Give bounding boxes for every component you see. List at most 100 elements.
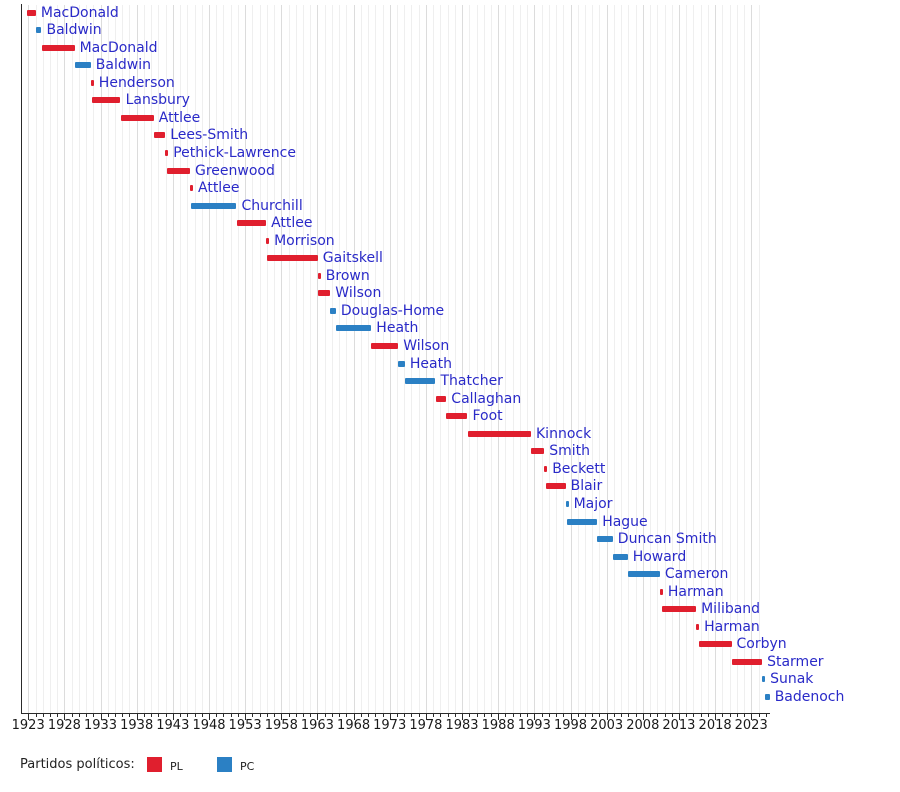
leader-label[interactable]: Harman xyxy=(704,618,760,635)
gridline xyxy=(650,5,651,713)
leader-label[interactable]: MacDonald xyxy=(79,39,158,56)
gridline xyxy=(678,5,680,713)
axis-minor-tick xyxy=(230,714,232,717)
timeline-bar xyxy=(190,185,193,191)
leader-label[interactable]: Callaghan xyxy=(451,390,522,407)
axis-minor-tick xyxy=(512,714,514,717)
gridline xyxy=(368,5,369,713)
leader-label[interactable]: Churchill xyxy=(241,197,303,214)
leader-label[interactable]: Henderson xyxy=(98,74,175,91)
leader-label[interactable]: Morrison xyxy=(274,232,335,249)
gridline xyxy=(28,5,30,713)
gridline xyxy=(729,5,731,713)
axis-minor-tick xyxy=(42,714,44,717)
leader-label[interactable]: Smith xyxy=(549,443,590,460)
leader-label[interactable]: Attlee xyxy=(271,215,313,232)
leader-label[interactable]: Duncan Smith xyxy=(617,531,717,547)
leader-label[interactable]: Harman xyxy=(667,583,724,600)
leader-label[interactable]: Sunak xyxy=(770,671,814,688)
axis-minor-tick xyxy=(375,714,377,717)
gridline xyxy=(613,5,615,713)
axis-minor-tick xyxy=(187,714,189,717)
axis-tick-label: 1998 xyxy=(553,718,588,733)
axis-minor-tick xyxy=(310,714,312,717)
gridline xyxy=(295,5,297,713)
leader-label[interactable]: Greenwood xyxy=(195,162,275,179)
gridline xyxy=(671,5,673,713)
gridline xyxy=(230,5,232,713)
axis-major-tick xyxy=(172,714,174,720)
gridline xyxy=(462,5,463,713)
timeline-bar xyxy=(398,360,405,367)
timeline-bar xyxy=(90,79,94,86)
axis-tick-label: 1958 xyxy=(264,718,298,733)
axis-minor-tick xyxy=(194,714,196,717)
gridline xyxy=(606,5,608,713)
timeline-bar xyxy=(317,272,321,279)
timeline-bar xyxy=(236,220,267,227)
gridline xyxy=(469,5,471,713)
leader-label[interactable]: Foot xyxy=(472,408,503,425)
axis-major-tick xyxy=(570,714,572,720)
axis-minor-tick xyxy=(556,714,557,717)
gridline xyxy=(498,5,500,713)
leader-label[interactable]: MacDonald xyxy=(40,4,119,21)
leader-label[interactable]: Douglas-Home xyxy=(340,302,445,319)
leader-label[interactable]: Attlee xyxy=(198,180,240,196)
leader-label[interactable]: Baldwin xyxy=(95,57,151,74)
leader-label[interactable]: Wilson xyxy=(335,285,382,302)
leader-label[interactable]: Badenoch xyxy=(774,689,845,705)
leader-label[interactable]: Cameron xyxy=(664,566,729,583)
timeline-bar xyxy=(698,641,732,648)
axis-minor-tick xyxy=(707,714,709,717)
gridline xyxy=(180,5,182,713)
axis-major-tick xyxy=(534,714,536,720)
leader-label[interactable]: Heath xyxy=(376,320,419,337)
axis-minor-tick xyxy=(165,714,167,717)
leader-label[interactable]: Lansbury xyxy=(125,92,190,109)
leader-label[interactable]: Baldwin xyxy=(46,22,102,39)
gridline xyxy=(100,5,102,713)
timeline-bar xyxy=(266,237,270,244)
leader-label[interactable]: Attlee xyxy=(158,109,201,126)
leader-label[interactable]: Major xyxy=(573,495,613,512)
axis-tick-label: 1948 xyxy=(192,718,226,733)
gridline xyxy=(209,5,210,713)
gridline xyxy=(35,5,37,713)
leader-label[interactable]: Brown xyxy=(325,267,370,284)
leader-label[interactable]: Heath xyxy=(409,355,452,372)
leader-label[interactable]: Corbyn xyxy=(736,636,787,653)
timeline-bar xyxy=(731,658,763,665)
leader-label[interactable]: Miliband xyxy=(701,601,761,618)
axis-minor-tick xyxy=(339,714,341,717)
axis-minor-tick xyxy=(736,714,738,717)
leader-label[interactable]: Kinnock xyxy=(536,425,592,442)
axis-minor-tick xyxy=(664,714,666,717)
leader-label[interactable]: Howard xyxy=(632,548,687,565)
leader-label[interactable]: Starmer xyxy=(767,653,824,670)
timeline-bar xyxy=(165,149,169,156)
timeline-bar xyxy=(627,571,660,578)
leader-label[interactable]: Hague xyxy=(602,513,648,530)
leader-label[interactable]: Pethick-Lawrence xyxy=(173,144,296,161)
leader-label[interactable]: Thatcher xyxy=(440,373,503,390)
leader-label[interactable]: Lees-Smith xyxy=(170,127,249,144)
axis-minor-tick xyxy=(483,714,485,717)
timeline-bar xyxy=(662,606,697,613)
leader-label[interactable]: Blair xyxy=(570,478,603,495)
axis-minor-tick xyxy=(115,714,116,717)
gridline xyxy=(411,5,413,713)
gridline xyxy=(621,5,623,713)
leader-label[interactable]: Beckett xyxy=(552,460,606,477)
axis-minor-tick xyxy=(259,714,261,717)
leader-label[interactable]: Gaitskell xyxy=(322,250,383,267)
gridline xyxy=(252,5,254,713)
gridline xyxy=(143,5,145,713)
gridline xyxy=(686,5,688,713)
timeline-bar xyxy=(266,255,318,262)
gridline xyxy=(353,5,355,713)
timeline-bar xyxy=(545,483,566,490)
leader-label[interactable]: Wilson xyxy=(403,337,450,354)
axis-minor-tick xyxy=(158,714,160,717)
legend-swatch-pl xyxy=(147,757,162,772)
